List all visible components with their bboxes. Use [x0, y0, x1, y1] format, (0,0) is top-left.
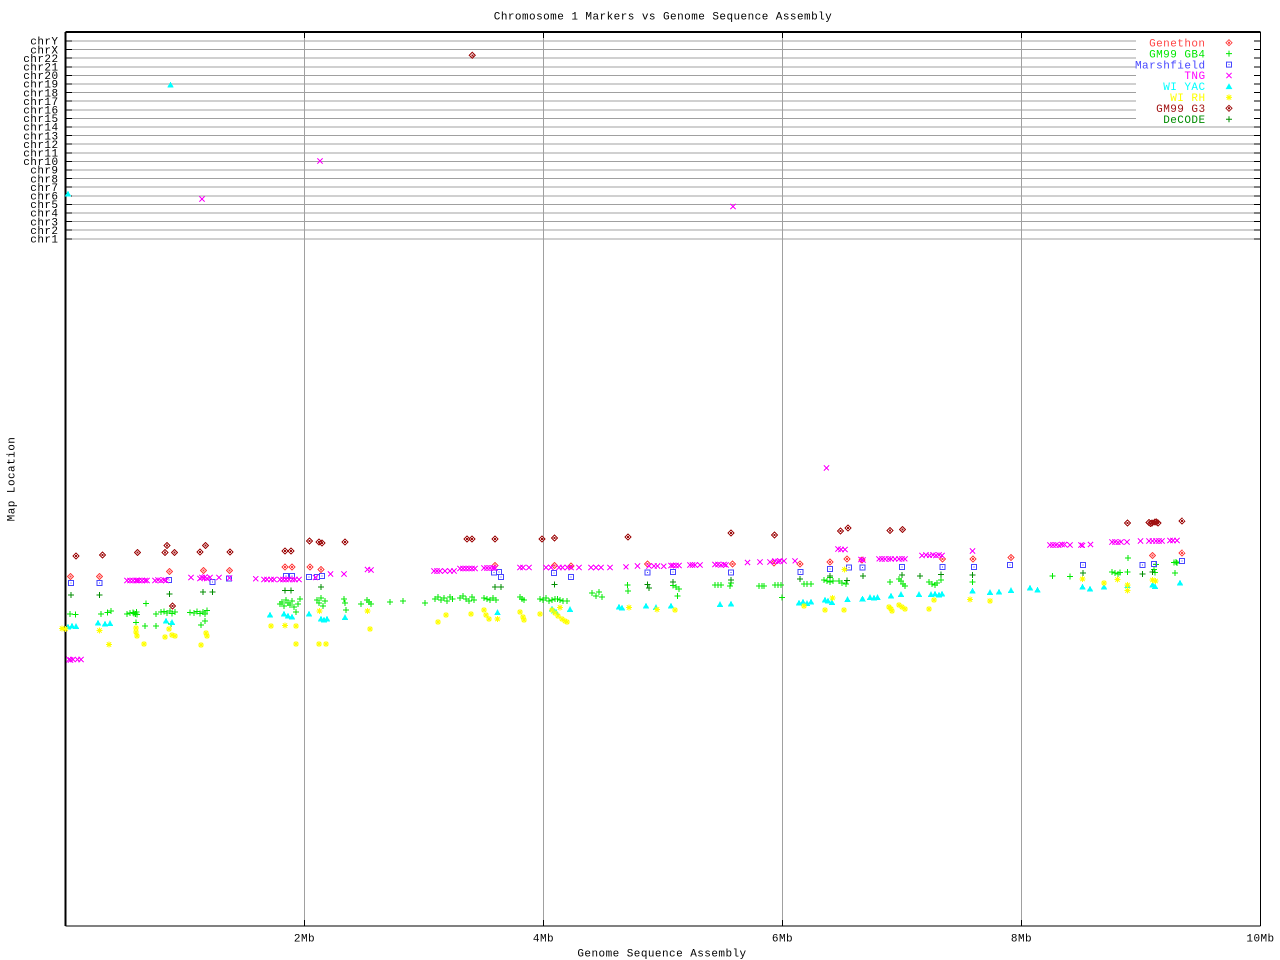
svg-text:2Mb: 2Mb	[294, 934, 315, 946]
svg-text:chr22: chr22	[23, 54, 58, 66]
svg-text:chr17: chr17	[23, 97, 58, 109]
svg-text:chr16: chr16	[23, 106, 58, 118]
svg-text:chr6: chr6	[30, 192, 58, 204]
svg-text:GM99 G3: GM99 G3	[1156, 104, 1205, 116]
svg-text:chrX: chrX	[30, 45, 58, 57]
svg-text:chr7: chr7	[30, 183, 58, 195]
svg-text:chr3: chr3	[30, 217, 58, 229]
svg-text:WI RH: WI RH	[1170, 93, 1205, 105]
svg-text:DeCODE: DeCODE	[1163, 115, 1205, 127]
svg-text:Chromosome 1 Markers vs Genome: Chromosome 1 Markers vs Genome Sequence …	[494, 12, 832, 24]
svg-text:chr18: chr18	[23, 88, 58, 100]
svg-text:chrY: chrY	[30, 37, 58, 49]
svg-text:chr15: chr15	[23, 114, 58, 126]
svg-text:chr21: chr21	[23, 63, 58, 75]
svg-text:8Mb: 8Mb	[1011, 934, 1032, 946]
svg-text:chr8: chr8	[30, 174, 58, 186]
svg-text:chr10: chr10	[23, 157, 58, 169]
svg-text:Genome Sequence Assembly: Genome Sequence Assembly	[577, 949, 746, 960]
svg-text:6Mb: 6Mb	[772, 934, 793, 946]
svg-text:10Mb: 10Mb	[1246, 934, 1274, 946]
svg-text:chr11: chr11	[23, 149, 58, 161]
svg-text:TNG: TNG	[1184, 71, 1205, 83]
svg-text:chr5: chr5	[30, 200, 58, 212]
svg-text:chr12: chr12	[23, 140, 58, 152]
svg-text:GM99 GB4: GM99 GB4	[1149, 49, 1205, 61]
svg-text:WI YAC: WI YAC	[1163, 82, 1205, 94]
svg-text:chr9: chr9	[30, 166, 58, 178]
svg-text:4Mb: 4Mb	[533, 934, 554, 946]
svg-text:Marshfield: Marshfield	[1135, 60, 1206, 72]
svg-text:chr19: chr19	[23, 80, 58, 92]
svg-text:chr13: chr13	[23, 131, 58, 143]
svg-text:chr1: chr1	[30, 235, 58, 247]
svg-text:chr20: chr20	[23, 71, 58, 83]
svg-text:Map Location: Map Location	[7, 437, 19, 522]
svg-text:chr2: chr2	[30, 226, 58, 238]
svg-text:Genethon: Genethon	[1149, 38, 1205, 50]
svg-text:chr14: chr14	[23, 123, 58, 135]
svg-text:chr4: chr4	[30, 209, 58, 221]
